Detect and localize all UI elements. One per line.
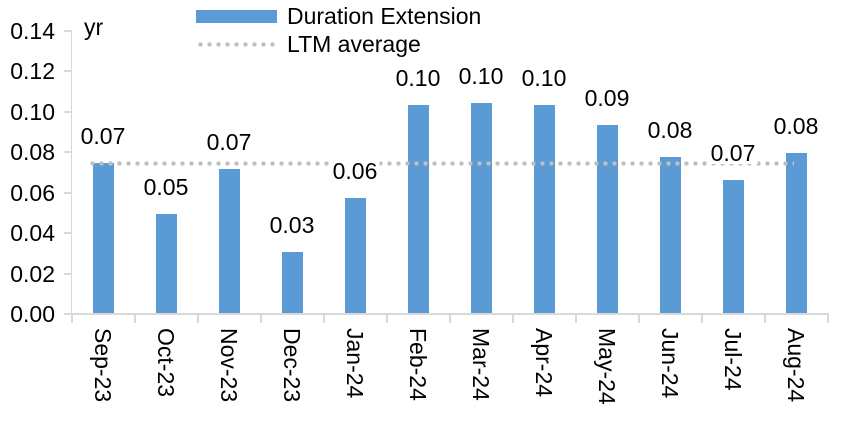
bar-value-label: 0.06 (330, 157, 380, 184)
x-axis-category-label: Feb-24 (405, 328, 431, 401)
x-axis-tick (763, 315, 766, 323)
legend-series-label: Duration Extension (287, 3, 482, 29)
x-axis-tick (826, 315, 829, 323)
x-axis-category-label: Nov-23 (216, 328, 242, 403)
y-axis-unit-label: yr (84, 14, 104, 40)
x-axis-category-label: Oct-23 (153, 328, 179, 398)
y-axis-tick (63, 110, 71, 113)
x-axis-category-label: Jul-24 (720, 328, 746, 391)
legend-average-label: LTM average (287, 31, 421, 57)
x-axis-tick (196, 315, 199, 323)
y-axis-tick-label: 0.00 (10, 301, 55, 327)
x-axis-category-label: Jun-24 (657, 328, 683, 399)
x-axis-category-label: Mar-24 (468, 328, 494, 401)
ltm-average-line (88, 160, 794, 166)
x-axis-tick (259, 315, 262, 323)
bar-value-label: 0.10 (393, 64, 443, 91)
x-axis-tick (700, 315, 703, 323)
y-axis-tick (63, 272, 71, 275)
x-axis-tick (133, 315, 136, 323)
x-axis-tick (574, 315, 577, 323)
y-axis-tick (63, 30, 71, 32)
y-axis-tick-label: 0.02 (10, 260, 55, 287)
legend-item-duration-extension: Duration Extension (196, 2, 481, 30)
bar-value-label: 0.10 (519, 64, 569, 91)
bar-swatch-icon (196, 9, 277, 23)
x-axis-category-label: Jan-24 (342, 328, 368, 399)
y-axis-tick-label: 0.10 (10, 98, 55, 125)
x-axis-tick (322, 315, 325, 323)
x-axis-category-label: Aug-24 (783, 328, 809, 403)
y-axis-tick (63, 70, 71, 73)
y-axis-tick-label: 0.04 (10, 220, 55, 247)
bar-value-label: 0.07 (204, 129, 254, 156)
y-axis-tick (63, 151, 71, 154)
x-axis-category-label: Sep-23 (90, 328, 116, 403)
bar-value-label: 0.08 (645, 117, 695, 144)
y-axis-tick-label: 0.06 (10, 179, 55, 206)
y-axis-tick-label: 0.14 (10, 18, 55, 44)
legend-item-ltm-average: LTM average (196, 30, 481, 58)
duration-extension-bar (470, 102, 492, 313)
bar-value-label: 0.10 (456, 62, 506, 89)
duration-extension-bar (596, 125, 618, 313)
duration-extension-bar (281, 252, 303, 313)
y-axis-tick (63, 313, 71, 315)
bar-value-label: 0.09 (582, 85, 632, 111)
duration-extension-bar (785, 153, 807, 313)
duration-extension-bar (407, 104, 429, 313)
duration-extension-bar (344, 197, 366, 313)
duration-extension-bar (218, 169, 240, 313)
bar-value-label: 0.05 (141, 173, 191, 200)
dotted-line-swatch-icon (196, 41, 277, 47)
duration-extension-bar (92, 163, 114, 313)
x-axis-tick (448, 315, 451, 323)
x-axis-category-label: May-24 (594, 328, 620, 405)
duration-extension-bar (659, 157, 681, 313)
y-axis-tick (63, 232, 71, 235)
x-axis-tick (385, 315, 388, 323)
bar-value-label: 0.07 (708, 139, 758, 166)
duration-extension-bar (155, 213, 177, 313)
x-axis-category-label: Dec-23 (279, 328, 305, 403)
bar-value-label: 0.03 (267, 212, 317, 239)
x-axis-line (70, 313, 829, 315)
duration-extension-bar (533, 104, 555, 313)
x-axis-category-label: Apr-24 (531, 328, 557, 398)
y-axis-tick-label: 0.08 (10, 139, 55, 166)
chart-legend: Duration Extension LTM average (196, 2, 481, 58)
y-axis-tick-label: 0.12 (10, 58, 55, 85)
y-axis-tick (63, 191, 71, 194)
bar-value-label: 0.08 (771, 113, 821, 140)
x-axis-tick (637, 315, 640, 323)
bar-value-label: 0.07 (78, 123, 128, 150)
x-axis-tick (511, 315, 514, 323)
duration-extension-bar (722, 179, 744, 313)
y-axis-line (70, 30, 72, 315)
x-axis-tick (70, 315, 73, 323)
